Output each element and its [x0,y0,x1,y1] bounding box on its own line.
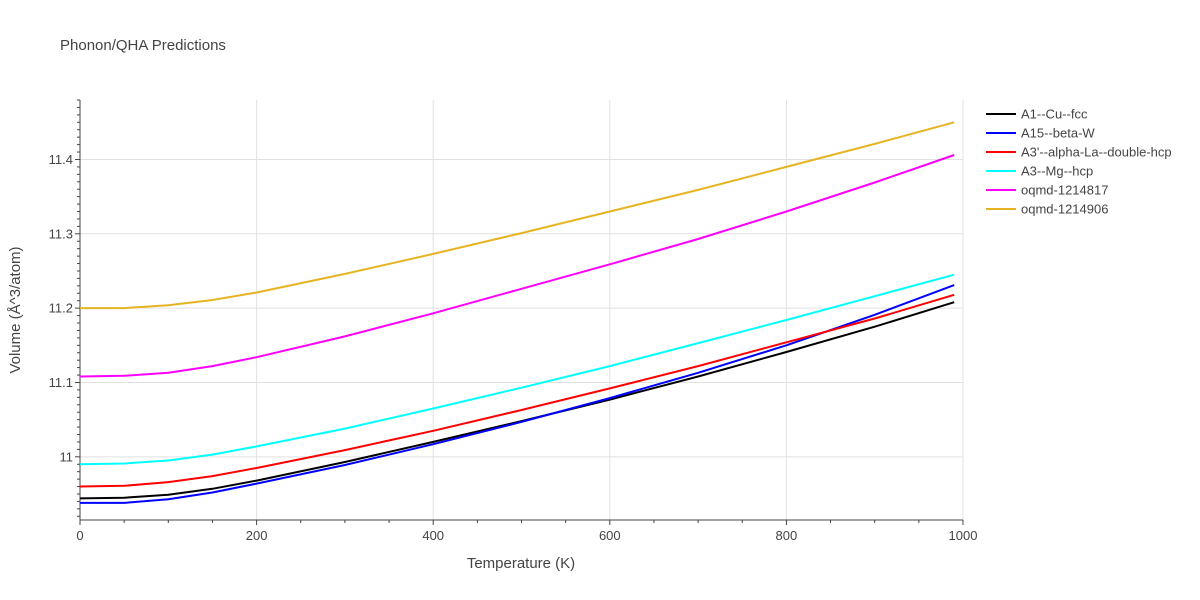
y-tick-label: 11.1 [49,375,73,390]
y-tick-label: 11.4 [49,152,73,167]
chart-title: Phonon/QHA Predictions [60,37,226,54]
series-line-A15--beta-W [80,284,955,504]
legend-item[interactable]: oqmd-1214817 [986,183,1108,198]
plot-lines [79,121,955,504]
y-tick-label: 11.3 [49,226,73,241]
legend-label: A15--beta-W [1021,126,1095,141]
series-line-A3'--alpha-La--double-hcp [79,293,955,488]
x-tick-label: 800 [776,528,798,543]
legend-label: A3'--alpha-La--double-hcp [1021,145,1172,160]
legend: A1--Cu--fcc A15--beta-W A3'--alpha-La--dou… [986,107,1172,217]
grid [80,100,964,520]
legend-label: oqmd-1214817 [1021,183,1108,198]
legend-item[interactable]: oqmd-1214906 [986,202,1108,217]
legend-item[interactable]: A3'--alpha-La--double-hcp [986,145,1172,160]
x-tick-label: 600 [599,528,621,543]
legend-label: A1--Cu--fcc [1021,107,1088,122]
legend-item[interactable]: A1--Cu--fcc [986,107,1088,122]
series-line-A1--Cu--fcc [79,301,955,500]
series-line-oqmd-1214817 [79,154,955,378]
legend-item[interactable]: A15--beta-W [986,126,1095,141]
legend-label: A3--Mg--hcp [1021,164,1093,179]
legend-label: oqmd-1214906 [1021,202,1108,217]
x-tick-label: 0 [76,528,83,543]
x-tick-label: 1000 [949,528,978,543]
x-axis-title: Temperature (K) [467,555,575,572]
series-line-oqmd-1214906 [80,121,955,310]
x-tick-label: 400 [422,528,444,543]
y-axis-title: Volume (Å^3/atom) [7,246,24,373]
y-tick-label: 11 [60,449,74,464]
axes [75,99,964,525]
series-line-A3--Mg--hcp [79,273,955,466]
x-ticks: 0 200 400 600 800 1000 [76,528,977,543]
x-tick-label: 200 [246,528,268,543]
legend-item[interactable]: A3--Mg--hcp [986,164,1093,179]
y-ticks: 11 11.1 11.2 11.3 11.4 [49,152,73,464]
y-tick-label: 11.2 [49,301,73,316]
